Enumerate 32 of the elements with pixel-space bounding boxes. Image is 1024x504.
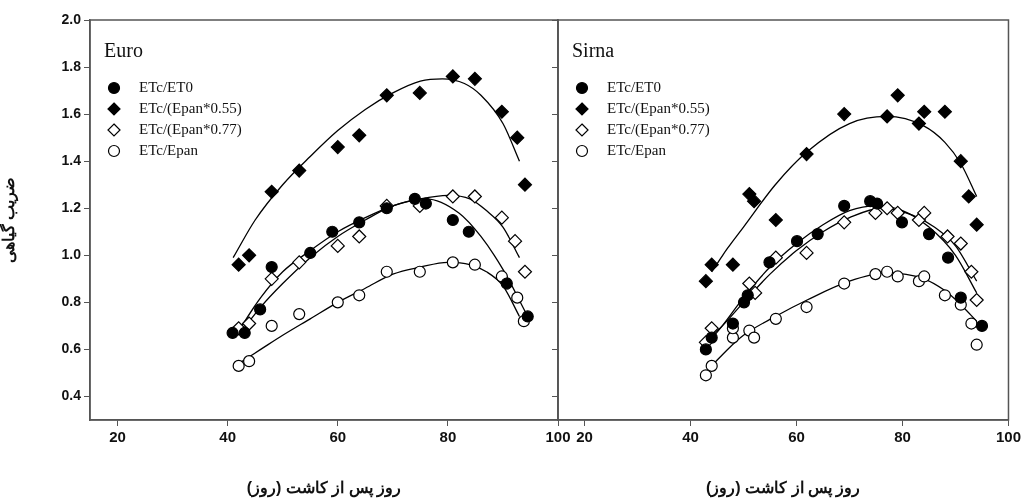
x-tick-label: 40 xyxy=(682,428,699,446)
legend-label: ETc/ET0 xyxy=(607,78,661,95)
x-tick-label: 40 xyxy=(219,428,236,446)
legend-label: ETc/(Epan*0.77) xyxy=(139,120,242,138)
x-tick-label: 60 xyxy=(329,428,347,446)
y-tick-label: 1.6 xyxy=(61,104,82,121)
y-axis-title: ضریب گیاهی xyxy=(0,176,20,264)
legend-label: ETc/ET0 xyxy=(139,78,193,95)
y-tick-label: 0.4 xyxy=(61,387,82,404)
x-tick-label: 20 xyxy=(576,428,593,446)
legend-label: ETc/(Epan*0.55) xyxy=(139,99,242,117)
x-tick-label: 80 xyxy=(439,428,457,446)
x-tick-label: 100 xyxy=(545,428,571,446)
x-tick-label: 20 xyxy=(109,428,126,446)
x-axis-title: روز پس از کاشت (روز) xyxy=(706,478,861,498)
y-tick-label: 1.8 xyxy=(61,57,82,74)
legend-label: ETc/Epan xyxy=(607,141,667,158)
y-tick-label: 1.0 xyxy=(61,246,82,263)
legend-label: ETc/Epan xyxy=(139,141,199,158)
text: Sirna xyxy=(572,39,615,62)
x-axis-title: روز پس از کاشت (روز) xyxy=(246,478,402,498)
y-tick-label: 1.4 xyxy=(61,152,82,169)
y-tick-label: 1.2 xyxy=(61,199,82,216)
y-tick-label: 0.8 xyxy=(61,293,82,310)
legend-label: ETc/(Epan*0.55) xyxy=(607,99,710,117)
x-tick-label: 60 xyxy=(788,428,805,446)
x-tick-label: 80 xyxy=(894,428,911,446)
text: Euro xyxy=(104,39,143,62)
y-tick-label: 2.0 xyxy=(61,10,82,27)
legend-label: ETc/(Epan*0.77) xyxy=(607,120,710,138)
x-tick-label: 100 xyxy=(995,428,1021,446)
y-tick-label: 0.6 xyxy=(61,340,82,357)
